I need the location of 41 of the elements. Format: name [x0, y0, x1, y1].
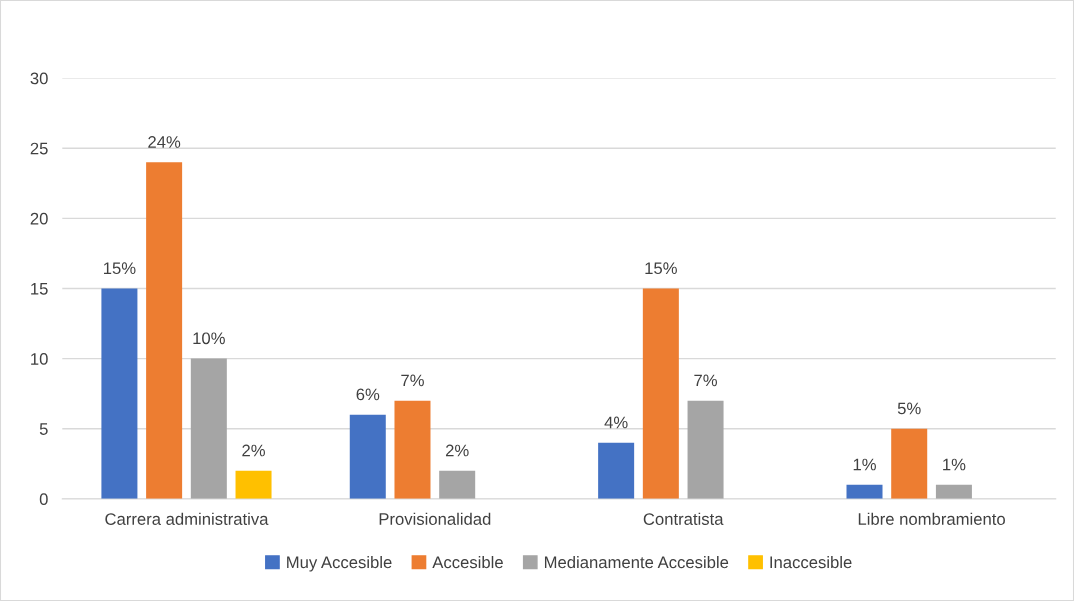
bar — [598, 442, 635, 499]
y-tick-label: 25 — [30, 142, 48, 155]
data-label: 7% — [401, 374, 424, 387]
y-tick-label: 30 — [30, 72, 48, 85]
y-tick-label: 20 — [30, 212, 48, 225]
data-label: 24% — [148, 136, 181, 148]
legend-label: Muy Accesible — [287, 555, 392, 572]
data-label: 15% — [645, 262, 677, 275]
y-tick-label: 5 — [39, 423, 48, 435]
data-label: 15% — [104, 262, 136, 275]
y-tick-label: 10 — [31, 353, 48, 365]
x-tick-label: Provisionalidad — [379, 512, 491, 525]
x-tick-label: Libre nombramiento — [858, 512, 1005, 525]
data-label: 1% — [943, 458, 966, 471]
data-label: 6% — [356, 388, 380, 401]
data-label: 10% — [193, 332, 225, 345]
data-label: 1% — [853, 458, 876, 471]
x-tick-label: Contratista — [643, 512, 724, 525]
bar — [439, 470, 476, 499]
bar — [190, 358, 227, 499]
bar — [101, 288, 138, 499]
legend-label: Medianamente Accesible — [544, 555, 729, 569]
bar — [935, 484, 972, 499]
bar — [846, 484, 883, 499]
bar — [349, 414, 386, 499]
bar — [891, 428, 928, 499]
x-tick-label: Carrera administrativa — [105, 512, 269, 525]
bar — [394, 400, 431, 499]
data-label: 4% — [604, 416, 628, 429]
data-label: 2% — [445, 444, 469, 457]
bar — [235, 470, 272, 499]
y-tick-label: 0 — [39, 493, 48, 506]
data-label: 2% — [242, 444, 265, 457]
bar — [146, 162, 183, 499]
data-label: 7% — [694, 374, 717, 387]
y-tick-label: 15 — [31, 283, 48, 295]
bar — [687, 400, 724, 499]
data-label: 5% — [897, 402, 921, 415]
legend-label: Inaccesible — [770, 555, 852, 569]
bar — [642, 288, 679, 499]
legend-label: Accesible — [432, 555, 503, 569]
